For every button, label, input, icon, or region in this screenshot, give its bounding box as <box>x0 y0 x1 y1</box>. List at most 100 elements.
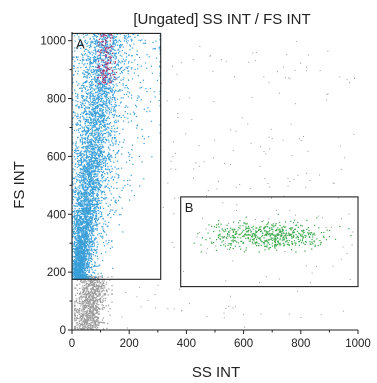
debris-point <box>86 302 88 304</box>
gate-a-point <box>88 169 91 171</box>
gate-a-point <box>93 124 95 126</box>
gate-a-point <box>116 127 118 129</box>
gate-a-point <box>98 68 100 71</box>
debris-point <box>94 307 96 309</box>
gate-a-point <box>84 141 86 143</box>
debris-point <box>85 281 87 283</box>
gate-a-point <box>80 230 82 232</box>
gate-a-point <box>83 277 85 280</box>
gate-a-point <box>80 217 82 220</box>
gate-a-point <box>85 81 88 83</box>
gate-a-point <box>80 161 82 164</box>
gate-a-point <box>96 206 98 208</box>
debris-point <box>93 302 95 304</box>
gate-a-point <box>105 46 108 48</box>
debris-point <box>83 306 85 308</box>
debris-point <box>111 285 113 287</box>
gate-a-point <box>74 216 76 218</box>
gate-a-point <box>80 211 82 214</box>
gate-a-point <box>88 219 91 221</box>
debris-point <box>84 325 86 327</box>
gate-a-point <box>100 87 103 89</box>
gate-a-point <box>95 131 97 133</box>
gate-a-point <box>80 258 82 260</box>
gate-a-point <box>124 37 126 40</box>
gate-a-point <box>84 259 87 261</box>
gate-a-point <box>89 185 91 187</box>
debris-point <box>78 299 80 301</box>
gate-a-point <box>110 177 112 179</box>
gate-a-point <box>95 39 98 41</box>
gate-a-point <box>84 269 87 271</box>
gate-a-point <box>105 97 107 99</box>
debris-point <box>91 298 93 301</box>
gate-a-point <box>78 210 80 212</box>
gate-a-point <box>87 51 89 53</box>
gate-a-point <box>95 216 98 218</box>
gate-a-point <box>77 222 79 224</box>
gate-a-point <box>83 222 85 224</box>
gate-a-point <box>91 170 93 172</box>
gate-a-point <box>97 50 99 52</box>
gate-a-point <box>143 138 145 140</box>
debris-point <box>86 312 88 314</box>
gate-a-point <box>89 161 91 163</box>
gate-a-point <box>86 227 88 229</box>
gate-a-point <box>83 194 85 196</box>
debris-point <box>94 326 96 329</box>
gate-a-point <box>99 113 101 115</box>
gate-a-point <box>81 106 83 108</box>
gate-a-point <box>88 202 90 204</box>
gate-a-point <box>92 210 94 212</box>
gate-a-point <box>99 168 101 171</box>
gate-a-point <box>95 85 97 87</box>
gate-a-point <box>100 196 102 199</box>
gate-a-point <box>103 52 105 54</box>
debris-point <box>99 307 101 310</box>
gate-a-point <box>88 150 91 153</box>
debris-point <box>93 296 95 298</box>
gate-a-point <box>107 166 109 168</box>
gate-a-point <box>96 241 98 243</box>
gate-a-point <box>91 101 93 103</box>
gate-a-point <box>79 116 81 118</box>
gate-a-point <box>129 153 131 155</box>
gate-a-point <box>77 228 79 230</box>
gate-a-point <box>83 76 85 78</box>
gate-a-point <box>86 99 88 101</box>
debris-point <box>82 306 84 308</box>
debris-point <box>91 312 93 314</box>
gate-a-point <box>95 70 98 72</box>
gate-a-point <box>117 177 119 179</box>
gate-a-point <box>77 254 79 256</box>
gate-a-point <box>80 193 83 195</box>
debris-point <box>99 298 101 300</box>
debris-point <box>77 323 79 326</box>
debris-point <box>100 287 103 289</box>
gate-a-point <box>74 262 76 264</box>
gate-a-point <box>86 232 88 234</box>
gate-a-point <box>110 165 112 167</box>
debris-point <box>85 313 87 315</box>
gate-a-point <box>102 97 104 99</box>
gate-a-point <box>83 262 85 264</box>
gate-a-point <box>90 114 92 116</box>
gate-a-point <box>80 254 82 257</box>
gate-a-point <box>101 199 103 202</box>
gate-a-point <box>155 57 158 59</box>
gate-a-point <box>93 223 95 225</box>
gate-a-point <box>81 203 83 205</box>
gate-a-point <box>86 89 88 91</box>
gate-a-point <box>77 270 79 272</box>
gate-a-point <box>92 195 95 197</box>
gate-a-point <box>108 157 110 159</box>
debris-point <box>98 285 101 288</box>
gate-a-point <box>138 39 140 41</box>
gate-a-point <box>87 195 89 197</box>
gate-a-point <box>80 105 83 107</box>
gate-a-point <box>108 117 110 119</box>
gate-a-point <box>88 161 90 163</box>
gate-a-point <box>85 131 87 133</box>
debris-point <box>88 312 90 314</box>
gate-a-point <box>141 161 143 163</box>
